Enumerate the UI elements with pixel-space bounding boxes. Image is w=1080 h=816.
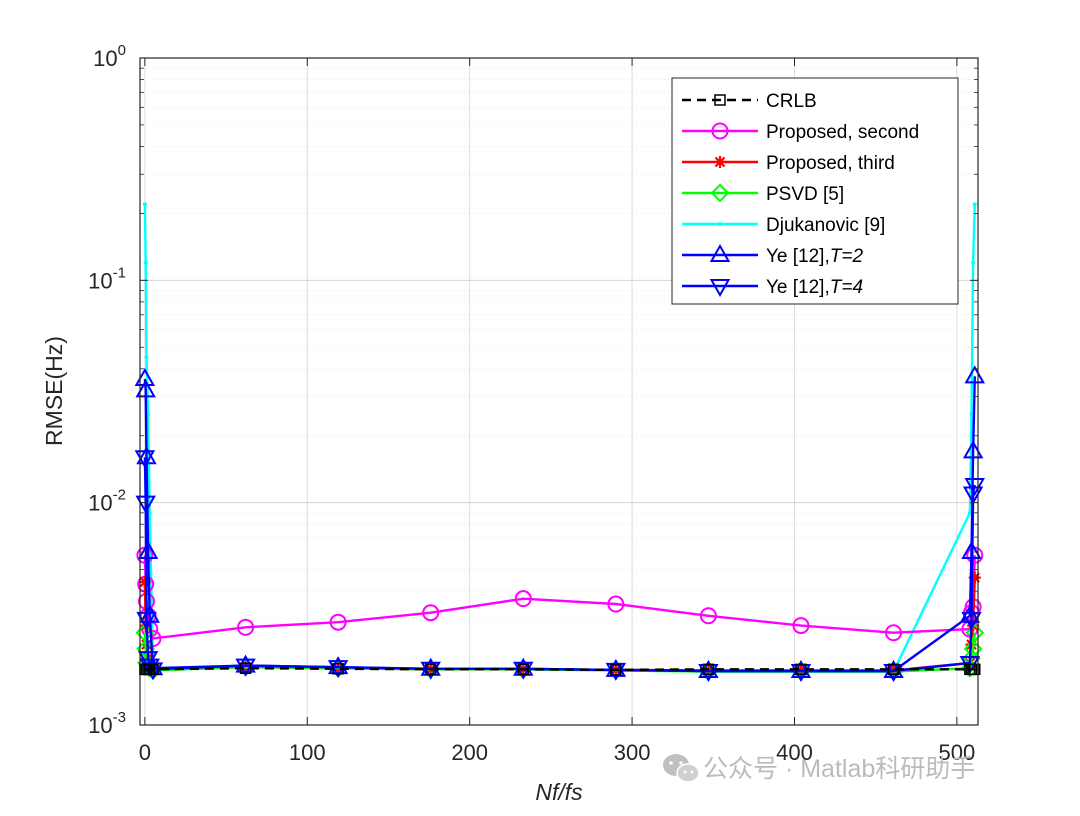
data-point: [134, 367, 156, 386]
plot-frame: [139, 57, 979, 726]
data-point: [332, 663, 344, 675]
x-tick-label: 0: [139, 740, 151, 765]
legend-box: [671, 77, 959, 305]
data-point: [517, 663, 530, 676]
data-point: [424, 663, 437, 676]
x-axis-label: Nf/fs: [535, 779, 583, 805]
data-point: [135, 379, 156, 398]
data-point: [136, 446, 157, 465]
data-point: [142, 202, 147, 207]
data-point: [969, 663, 981, 676]
y-tick-label: 10-1: [88, 264, 126, 293]
x-tick-label: 400: [776, 740, 813, 765]
legend-entry: Proposed, third: [682, 153, 895, 174]
legend-marker: [718, 222, 722, 226]
legend-marker: [710, 183, 730, 203]
watermark-text: 公众号 · Matlab科研助手: [703, 755, 975, 783]
data-point: [971, 260, 976, 265]
legend: CRLB Proposed, second Proposed, third PSVD …: [671, 77, 959, 305]
legend-entry: Djukanovic [9]: [682, 215, 885, 236]
legend-label: Ye [12],T=4: [766, 277, 863, 298]
legend-marker: [714, 156, 726, 168]
data-point: [885, 624, 903, 642]
watermark: 公众号 · Matlab科研助手: [663, 754, 975, 783]
data-point: [792, 617, 810, 635]
data-point: [962, 648, 981, 668]
data-point: [969, 412, 974, 417]
data-point: [135, 495, 156, 514]
legend-marker: [709, 243, 731, 262]
series-group: [134, 202, 985, 682]
data-point: [237, 618, 255, 636]
data-point: [329, 613, 347, 631]
data-point: [239, 662, 252, 674]
legend-label: CRLB: [766, 91, 817, 112]
data-point: [139, 604, 160, 623]
data-point: [137, 540, 159, 559]
data-point: [699, 607, 717, 625]
x-tick-label: 300: [614, 740, 651, 765]
data-point: [961, 611, 982, 630]
x-tick-label: 100: [289, 740, 326, 765]
legend-marker: [709, 279, 731, 298]
y-tick-label: 100: [93, 42, 126, 71]
legend-entry: Proposed, second: [682, 122, 919, 143]
series-0: [139, 662, 981, 676]
data-point: [795, 663, 807, 676]
data-point: [144, 355, 149, 360]
data-point: [967, 510, 972, 515]
data-point: [422, 604, 440, 622]
legend-label: Djukanovic [9]: [766, 215, 885, 236]
data-point: [887, 663, 900, 676]
legend-entry: CRLB: [682, 91, 817, 112]
data-point: [147, 663, 159, 676]
data-point: [972, 202, 977, 207]
legend-label: PSVD [5]: [766, 184, 844, 205]
y-tick-label: 10-3: [88, 709, 126, 738]
legend-entry: PSVD [5]: [682, 183, 844, 205]
data-point: [964, 365, 985, 384]
data-point: [147, 510, 152, 515]
data-point: [702, 663, 715, 676]
legend-entry: Ye [12],T=2: [682, 243, 863, 267]
data-point: [964, 478, 985, 497]
data-point: [959, 604, 981, 623]
axis-ticks: [140, 57, 978, 726]
legend-marker: [711, 122, 729, 140]
wechat-icon: [663, 754, 700, 783]
data-point: [514, 590, 532, 608]
legend-label: Ye [12],T=2: [766, 246, 863, 267]
legend-label: Proposed, second: [766, 122, 919, 143]
data-point: [962, 440, 984, 459]
tick-labels: 0 100 200 300 400 500 100 10-1 10-2 10-3: [88, 42, 975, 765]
legend-marker: [714, 94, 726, 106]
x-tick-label: 500: [939, 740, 976, 765]
data-point: [965, 623, 985, 643]
y-axis-label: RMSE(Hz): [41, 336, 67, 446]
data-point: [961, 540, 982, 559]
data-point: [607, 595, 625, 613]
legend-label: Proposed, third: [766, 153, 895, 174]
data-point: [610, 664, 622, 676]
y-tick-label: 10-2: [88, 487, 126, 516]
legend-entry: Ye [12],T=4: [682, 277, 863, 298]
data-point: [143, 260, 148, 265]
x-tick-label: 200: [451, 740, 488, 765]
